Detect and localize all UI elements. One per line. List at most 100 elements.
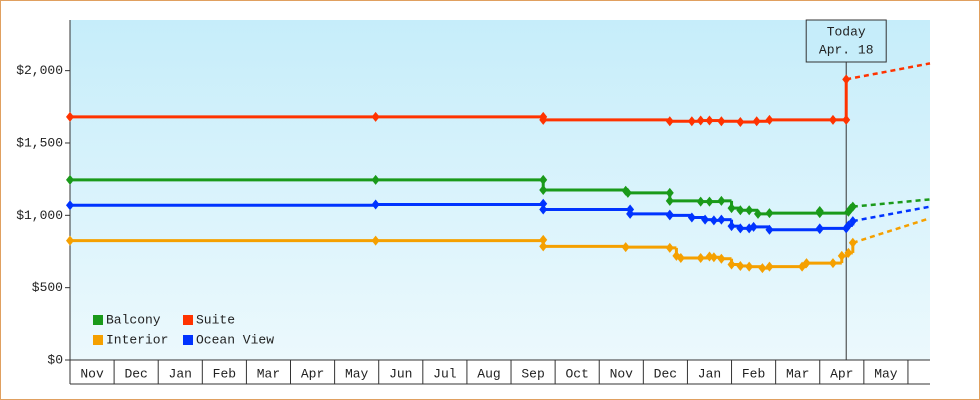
projection-line [852, 217, 931, 244]
point [815, 223, 824, 234]
point [815, 208, 824, 219]
point [665, 242, 674, 253]
point [802, 258, 811, 269]
x-tick-label: Jul [433, 366, 457, 381]
legend-swatch [183, 315, 193, 325]
point [709, 215, 718, 226]
point [765, 114, 774, 125]
x-tick-label: Nov [610, 366, 634, 381]
point [736, 260, 745, 271]
point [709, 252, 718, 263]
point [844, 247, 853, 258]
y-tick-label: $500 [32, 280, 63, 295]
point [539, 234, 548, 245]
point [758, 263, 767, 274]
point [727, 221, 736, 232]
point [626, 208, 635, 219]
point [539, 114, 548, 125]
x-tick-label: Feb [213, 366, 236, 381]
legend-swatch [93, 315, 103, 325]
legend-swatch [93, 335, 103, 345]
point [717, 214, 726, 225]
point [66, 111, 74, 122]
point [665, 187, 674, 198]
y-tick-label: $1,500 [16, 135, 63, 150]
point [371, 199, 380, 210]
x-tick-label: Mar [786, 366, 809, 381]
y-tick-label: $0 [47, 352, 63, 367]
point [687, 212, 696, 223]
point [621, 242, 630, 253]
point [539, 241, 548, 252]
point [736, 223, 745, 234]
today-box [805, 19, 887, 63]
point [539, 204, 548, 215]
point [754, 208, 762, 219]
point [765, 208, 774, 219]
point [717, 116, 726, 127]
x-tick-label: Apr [830, 366, 853, 381]
point [848, 216, 857, 227]
point [371, 235, 380, 246]
point [837, 250, 846, 261]
point [717, 195, 726, 206]
point [66, 235, 74, 246]
legend-swatch [183, 335, 193, 345]
point [665, 116, 674, 127]
point [66, 174, 74, 185]
point [736, 205, 745, 216]
point [696, 253, 705, 263]
x-tick-label: Dec [124, 366, 147, 381]
x-tick-label: Dec [654, 366, 677, 381]
point [765, 261, 774, 272]
point [539, 198, 548, 209]
point [749, 221, 758, 232]
point [539, 174, 548, 185]
legend-label: Balcony [106, 312, 161, 327]
x-tick-label: Oct [565, 366, 588, 381]
point [687, 116, 696, 127]
point [665, 195, 674, 206]
point [848, 237, 857, 248]
legend-label: Ocean View [196, 332, 274, 347]
point [765, 224, 774, 235]
x-tick-label: May [345, 366, 369, 381]
x-tick-label: Sep [521, 366, 544, 381]
point [623, 187, 632, 198]
point [701, 214, 710, 225]
x-tick-label: Jan [698, 366, 721, 381]
point [842, 74, 851, 85]
today-label: Apr. 18 [819, 42, 874, 57]
point [539, 185, 548, 195]
point [717, 253, 726, 264]
legend-label: Suite [196, 312, 235, 327]
x-tick-label: Jan [169, 366, 192, 381]
point [828, 114, 837, 125]
point [828, 258, 837, 269]
point [676, 253, 685, 263]
x-tick-label: May [874, 366, 898, 381]
legend-label: Interior [106, 332, 168, 347]
x-tick-label: Mar [257, 366, 280, 381]
point [752, 116, 761, 127]
point [371, 174, 380, 185]
point [736, 117, 745, 127]
x-tick-label: Apr [301, 366, 324, 381]
projection-line [852, 198, 931, 208]
y-tick-label: $2,000 [16, 63, 63, 78]
point [727, 203, 736, 214]
point [66, 200, 74, 211]
point [696, 115, 705, 126]
point [727, 259, 736, 270]
y-tick-label: $1,000 [16, 208, 63, 223]
point [665, 210, 674, 221]
plot-area [70, 20, 930, 360]
x-tick-label: Jun [389, 366, 412, 381]
point [371, 111, 380, 122]
point [705, 196, 714, 207]
point [842, 114, 851, 125]
point [696, 196, 705, 207]
today-label: Today [827, 24, 866, 39]
x-tick-label: Nov [80, 366, 104, 381]
